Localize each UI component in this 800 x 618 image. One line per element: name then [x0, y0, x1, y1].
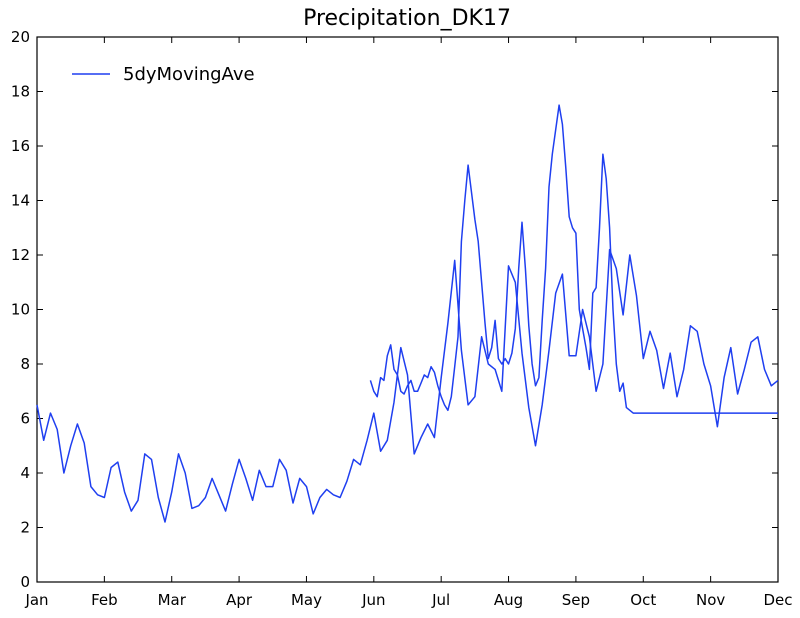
x-tick-label: Jun [361, 591, 385, 609]
y-tick-label: 2 [20, 519, 30, 537]
x-tick-label: Oct [630, 591, 656, 609]
y-tick-label: 8 [20, 355, 30, 373]
x-tick-label: Aug [494, 591, 523, 609]
x-tick-label: Jul [431, 591, 450, 609]
y-tick-label: 18 [11, 83, 30, 101]
y-tick-label: 0 [20, 573, 30, 591]
y-tick-label: 4 [20, 464, 30, 482]
x-axis: Jan Feb Mar Apr May Jun Jul Aug Sep Oct Nov Dec [24, 37, 793, 609]
legend: 5dyMovingAve [72, 64, 255, 85]
x-tick-label: Nov [696, 591, 725, 609]
y-tick-label: 20 [11, 28, 30, 46]
chart-title: Precipitation_DK17 [303, 6, 511, 31]
x-tick-label: Jan [24, 591, 48, 609]
series-line-0 [36, 248, 779, 523]
y-tick-label: 16 [11, 137, 30, 155]
plot-frame [36, 36, 779, 583]
y-tick-label: 6 [20, 410, 30, 428]
series-layer [36, 104, 779, 523]
x-tick-label: Mar [158, 591, 187, 609]
x-tick-label: Dec [763, 591, 792, 609]
y-tick-label: 10 [11, 301, 30, 319]
x-tick-label: May [291, 591, 322, 609]
legend-label: 5dyMovingAve [123, 64, 255, 85]
y-tick-label: 14 [11, 192, 30, 210]
x-tick-label: Apr [226, 591, 253, 609]
x-tick-label: Sep [562, 591, 590, 609]
y-axis: 0 2 4 6 8 10 12 14 16 18 20 [11, 28, 778, 591]
y-tick-label: 12 [11, 246, 30, 264]
x-tick-label: Feb [91, 591, 118, 609]
series-line-1 [369, 104, 778, 414]
